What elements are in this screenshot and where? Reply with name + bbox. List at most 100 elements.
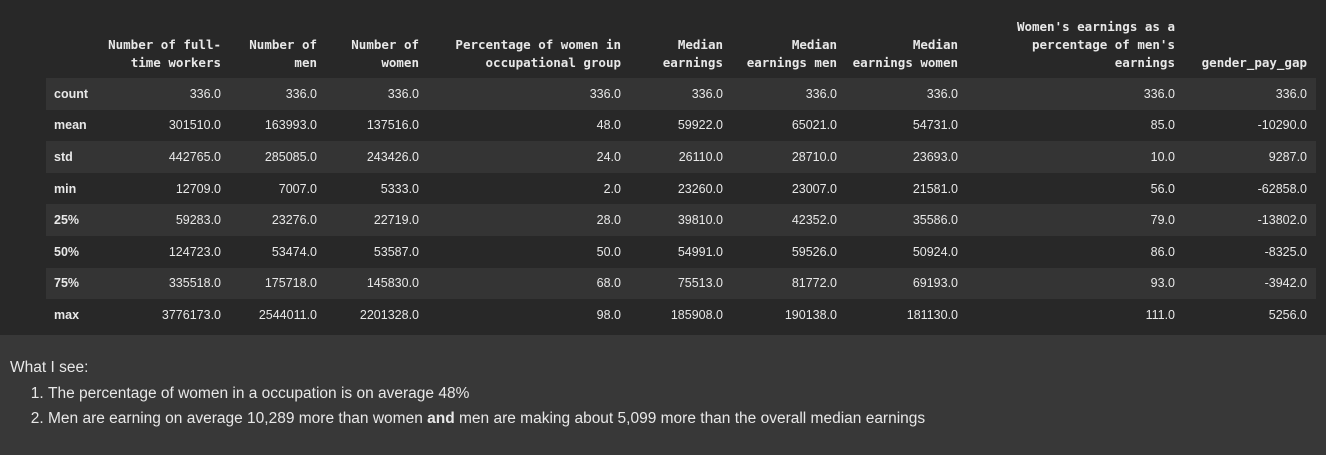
table-cell: 98.0 <box>596 307 621 322</box>
table-cell: 137516.0 <box>366 118 419 133</box>
notes-item: The percentage of women in a occupation … <box>48 382 925 407</box>
table-cell: 23007.0 <box>791 181 837 196</box>
table-row: 25% 59283.0 23276.0 22719.0 28.0 39810.0 42352… <box>46 204 1316 236</box>
table-cell: 336.0 <box>805 86 837 101</box>
table-cell: 86.0 <box>1150 244 1175 259</box>
column-header: Median earnings men <box>746 37 837 70</box>
table-cell: 54991.0 <box>677 244 723 259</box>
column-header: Percentage of women in occupational grou… <box>455 37 621 70</box>
table-cell: 10.0 <box>1150 149 1175 164</box>
table-cell: 336.0 <box>926 86 958 101</box>
table-cell: 24.0 <box>596 149 621 164</box>
markdown-notes: What I see: The percentage of women in a… <box>0 335 1326 455</box>
table-row: mean 301510.0 163993.0 137516.0 48.0 59922.0 6… <box>46 109 1316 142</box>
table-cell: 190138.0 <box>784 307 837 322</box>
table-cell: 336.0 <box>285 86 317 101</box>
table-row: std 442765.0 285085.0 243426.0 24.0 26110.0 28… <box>46 141 1316 173</box>
table-row: min 12709.0 7007.0 5333.0 2.0 23260.0 23007.0 2… <box>46 172 1316 205</box>
table-cell: 5256.0 <box>1268 307 1307 322</box>
table-cell: 185908.0 <box>670 307 723 322</box>
row-label: 75% <box>54 276 80 291</box>
row-label: count <box>54 86 89 101</box>
table-cell: 39810.0 <box>677 213 723 228</box>
table-cell: 59283.0 <box>175 213 221 228</box>
column-header: gender_pay_gap <box>1201 55 1307 70</box>
table-cell: 85.0 <box>1150 118 1175 133</box>
table-row: 75% 335518.0 175718.0 145830.0 68.0 75513.0 81… <box>46 267 1316 300</box>
table-cell: 12709.0 <box>175 181 221 196</box>
notes-item-text: The percentage of women in a occupation … <box>48 385 470 402</box>
table-cell: 79.0 <box>1150 213 1175 228</box>
column-header: Median earnings women <box>852 37 958 70</box>
table-cell: 48.0 <box>596 118 621 133</box>
table-cell: 59922.0 <box>677 118 723 133</box>
table-cell: -13802.0 <box>1257 213 1307 228</box>
row-label: max <box>54 307 80 322</box>
table-cell: 2.0 <box>603 181 621 196</box>
column-header: Median earnings <box>662 37 723 70</box>
table-cell: 81772.0 <box>791 276 837 291</box>
row-label: 50% <box>54 244 80 259</box>
table-cell: 336.0 <box>1143 86 1175 101</box>
table-cell: 56.0 <box>1150 181 1175 196</box>
index-header <box>46 8 98 78</box>
table-cell: 7007.0 <box>278 181 317 196</box>
table-cell: 163993.0 <box>264 118 317 133</box>
table-cell: 124723.0 <box>168 244 221 259</box>
table-cell: 50924.0 <box>912 244 958 259</box>
table-row: count 336.0 336.0 336.0 336.0 336.0 336.0 336.0… <box>46 78 1316 110</box>
notes-item-bold: and <box>427 409 455 427</box>
table-cell: 65021.0 <box>791 118 837 133</box>
table-header-row: Number of full-time workers Number of me… <box>46 8 1316 78</box>
table-cell: 75513.0 <box>677 276 723 291</box>
column-header: Women's earnings as a percentage of men'… <box>1016 19 1175 70</box>
column-header: Number of men <box>249 37 317 70</box>
table-cell: 28710.0 <box>791 149 837 164</box>
table-cell: -8325.0 <box>1264 244 1307 259</box>
table-cell: 68.0 <box>596 276 621 291</box>
table-cell: -10290.0 <box>1257 118 1307 133</box>
notes-title: What I see: <box>10 359 89 376</box>
table-cell: 336.0 <box>589 86 621 101</box>
table-cell: 53587.0 <box>373 244 419 259</box>
table-cell: -62858.0 <box>1257 181 1307 196</box>
table-cell: 175718.0 <box>264 276 317 291</box>
column-header: Number of women <box>351 37 419 70</box>
table-cell: 181130.0 <box>906 307 958 322</box>
table-cell: 5333.0 <box>380 181 419 196</box>
table-cell: 22719.0 <box>373 213 419 228</box>
notes-item-text: men are making about 5,099 more than the… <box>454 409 926 427</box>
table-cell: 2544011.0 <box>258 307 317 322</box>
row-label: std <box>54 149 73 164</box>
dataframe-output: Number of full-time workers Number of me… <box>0 0 1326 335</box>
table-cell: 442765.0 <box>168 149 221 164</box>
table-cell: 243426.0 <box>366 149 419 164</box>
table-cell: 53474.0 <box>271 244 317 259</box>
table-cell: 2201328.0 <box>359 307 419 322</box>
table-cell: 21581.0 <box>912 181 958 196</box>
table-cell: 336.0 <box>387 86 419 101</box>
column-header: Number of full-time workers <box>108 37 221 70</box>
row-label: min <box>54 181 77 196</box>
table-cell: 93.0 <box>1150 276 1175 291</box>
table-cell: 145830.0 <box>366 276 419 291</box>
table-cell: 28.0 <box>596 213 621 228</box>
table-row: 50% 124723.0 53474.0 53587.0 50.0 54991.0 5952… <box>46 235 1316 268</box>
table-cell: 59526.0 <box>791 244 837 259</box>
table-cell: 336.0 <box>1275 86 1307 101</box>
table-cell: 26110.0 <box>678 149 723 164</box>
table-cell: 23276.0 <box>271 213 317 228</box>
notes-list: The percentage of women in a occupation … <box>10 382 925 431</box>
describe-table: Number of full-time workers Number of me… <box>46 8 1316 331</box>
table-cell: 285085.0 <box>264 149 317 164</box>
table-cell: 50.0 <box>596 244 621 259</box>
table-cell: 3776173.0 <box>161 307 221 322</box>
table-row: max 3776173.0 2544011.0 2201328.0 98.0 185908… <box>46 299 1316 331</box>
table-cell: 9287.0 <box>1268 149 1307 164</box>
row-label: mean <box>54 118 87 133</box>
table-cell: 336.0 <box>189 86 221 101</box>
table-cell: 335518.0 <box>168 276 221 291</box>
table-cell: 111.0 <box>1145 307 1175 322</box>
table-cell: 23693.0 <box>912 149 958 164</box>
table-cell: 336.0 <box>691 86 723 101</box>
